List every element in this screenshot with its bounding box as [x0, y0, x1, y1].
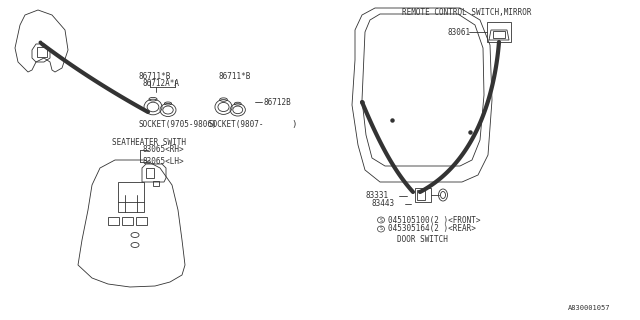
- Bar: [415, 188, 431, 202]
- Text: REMOTE CONTROL SWITCH,MIRROR: REMOTE CONTROL SWITCH,MIRROR: [402, 7, 531, 17]
- Text: 86712A*A: 86712A*A: [142, 78, 179, 87]
- Text: ): ): [291, 119, 296, 129]
- Text: DOOR SWITCH: DOOR SWITCH: [397, 236, 448, 244]
- Text: 045305164(2 )<REAR>: 045305164(2 )<REAR>: [388, 225, 476, 234]
- Text: 83065<RH>: 83065<RH>: [142, 145, 184, 154]
- Bar: [417, 190, 425, 200]
- Bar: [118, 182, 144, 212]
- Bar: [122, 217, 133, 225]
- Text: 86711*B: 86711*B: [138, 71, 170, 81]
- Text: 045105100(2 )<FRONT>: 045105100(2 )<FRONT>: [388, 215, 481, 225]
- Text: 86712B: 86712B: [263, 98, 291, 107]
- Bar: [493, 31, 505, 38]
- Text: SEATHEATER SWITH: SEATHEATER SWITH: [112, 138, 186, 147]
- Text: 83061: 83061: [447, 28, 470, 36]
- Bar: [487, 22, 511, 42]
- Text: 86711*B: 86711*B: [218, 71, 250, 81]
- Text: 83443: 83443: [371, 199, 394, 209]
- Bar: [146, 168, 154, 178]
- Text: SOCKET(9705-9806): SOCKET(9705-9806): [138, 119, 216, 129]
- Text: S: S: [380, 218, 383, 222]
- Text: SOCKET(9807-: SOCKET(9807-: [208, 119, 264, 129]
- Bar: [153, 181, 159, 186]
- Text: 83331: 83331: [365, 191, 388, 201]
- Bar: [108, 217, 119, 225]
- Text: A830001057: A830001057: [568, 305, 611, 311]
- Bar: [37, 47, 47, 57]
- Text: S: S: [380, 227, 383, 231]
- Bar: [136, 217, 147, 225]
- Text: 83065<LH>: 83065<LH>: [142, 156, 184, 165]
